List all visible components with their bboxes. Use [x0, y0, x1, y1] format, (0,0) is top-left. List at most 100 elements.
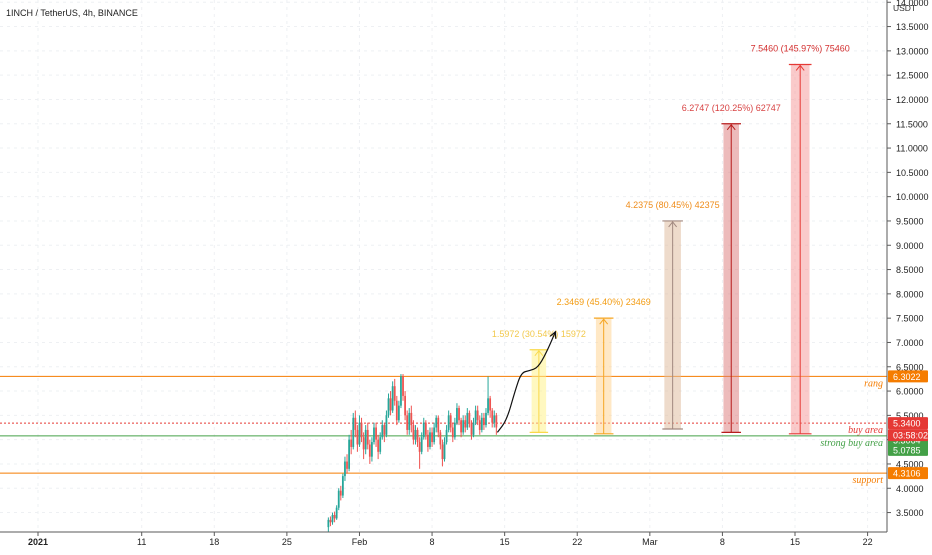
x-tick-label: 22 — [572, 537, 582, 547]
x-tick-label: 18 — [209, 537, 219, 547]
candle-body — [480, 417, 483, 430]
candle-body — [327, 519, 330, 528]
candle-body — [410, 412, 413, 426]
y-tick-label: 8.0000 — [896, 289, 924, 299]
projection-curve[interactable] — [496, 331, 557, 433]
candle-body — [449, 415, 452, 428]
candle-body — [329, 519, 332, 523]
target-label: 2.3469 (45.40%) 23469 — [557, 297, 651, 307]
candle-body — [358, 422, 361, 445]
candle-body — [489, 398, 492, 411]
candle-body — [445, 429, 448, 443]
candle-body — [487, 398, 489, 413]
candle-body — [422, 422, 425, 438]
candle-body — [429, 432, 431, 447]
candle-body — [350, 439, 353, 447]
price-axis-unit: USDT — [893, 3, 916, 13]
candle-body — [453, 422, 456, 438]
candle-body — [478, 420, 481, 430]
candle-body — [333, 514, 336, 519]
candle-body — [470, 422, 473, 435]
candle-body — [331, 514, 334, 523]
candle-body — [441, 444, 444, 460]
candle-body — [433, 427, 436, 443]
candle-body — [354, 417, 357, 430]
candle-body — [364, 429, 367, 450]
candle-body — [341, 476, 344, 496]
countdown-label: 03:58:02 — [893, 431, 928, 441]
candle-body — [412, 425, 415, 440]
candle-body — [397, 405, 400, 421]
candle-body — [462, 420, 465, 433]
y-tick-label: 13.0000 — [896, 46, 929, 56]
x-tick-label: 15 — [790, 537, 800, 547]
candle-body — [435, 417, 438, 428]
y-tick-label: 10.0000 — [896, 192, 929, 202]
target-label: 1.5972 (30.54%) 15972 — [492, 329, 586, 339]
candle-body — [493, 415, 496, 423]
y-tick-label: 4.5000 — [896, 459, 924, 469]
x-tick-label: Mar — [642, 537, 658, 547]
y-tick-label: 5.5000 — [896, 411, 924, 421]
x-tick-label: 2021 — [28, 537, 48, 547]
price-badge — [888, 417, 928, 430]
candle-body — [458, 408, 460, 421]
y-tick-label: 12.0000 — [896, 95, 929, 105]
candle-body — [404, 395, 406, 416]
y-tick-label: 7.0000 — [896, 338, 924, 348]
candle-body — [485, 412, 487, 426]
candle-body — [391, 386, 394, 411]
price-badge-label: 4.3106 — [893, 469, 921, 479]
x-tick-label: 15 — [500, 537, 510, 547]
candle-body — [377, 439, 380, 452]
x-tick-label: 8 — [430, 537, 435, 547]
candle-body — [466, 412, 469, 428]
candle-body — [468, 412, 471, 423]
x-tick-label: Feb — [352, 537, 368, 547]
y-tick-label: 14.0000 — [896, 0, 929, 8]
horizontal-levels[interactable]: rang buy area strong buy area support — [0, 375, 887, 486]
candle-body — [408, 412, 411, 430]
candle-body — [443, 442, 446, 460]
price-badge-label: 6.3022 — [893, 372, 921, 382]
candle-body — [381, 425, 384, 438]
candle-body — [491, 410, 494, 423]
level-label: rang — [864, 378, 883, 389]
x-tick-label: 22 — [863, 537, 873, 547]
candle-body — [339, 490, 342, 496]
level-label: support — [852, 475, 883, 486]
y-tick-label: 6.0000 — [896, 387, 924, 397]
candle-body — [356, 429, 359, 445]
y-tick-label: 7.5000 — [896, 314, 924, 324]
candle-body — [371, 442, 373, 457]
price-badge — [888, 443, 928, 456]
target-boxes[interactable]: 1.5972 (30.54%) 15972 2.3469 (45.40%) 234… — [492, 43, 850, 435]
candle-body — [416, 429, 419, 443]
candle-body — [373, 427, 375, 443]
candle-body — [464, 420, 467, 428]
candle-body — [352, 417, 355, 447]
y-tick-label: 13.5000 — [896, 22, 929, 32]
price-axis[interactable]: 14.0000 13.5000 13.0000 12.5000 12.0000 11.50… — [887, 0, 929, 518]
price-badge — [888, 467, 928, 480]
level-label: strong buy area — [820, 438, 883, 449]
projection-path[interactable] — [496, 330, 557, 433]
candle-body — [346, 461, 348, 469]
candle-body — [451, 427, 454, 438]
candle-body — [385, 415, 388, 435]
target-arrow-head — [668, 221, 678, 228]
candle-body — [460, 420, 462, 433]
chart-title: 1INCH / TetherUS, 4h, BINANCE — [6, 8, 138, 18]
candle-body — [344, 461, 346, 477]
time-axis[interactable]: 2021 11 18 25 Feb 8 15 22 Mar 8 15 22 — [28, 532, 873, 547]
price-badge-label: 5.3400 — [893, 419, 921, 429]
candle-body — [337, 490, 340, 508]
y-tick-label: 9.5000 — [896, 216, 924, 226]
candle-body — [437, 417, 440, 433]
y-tick-label: 10.5000 — [896, 168, 929, 178]
candlestick-series — [327, 374, 498, 532]
candle-body — [447, 415, 450, 430]
